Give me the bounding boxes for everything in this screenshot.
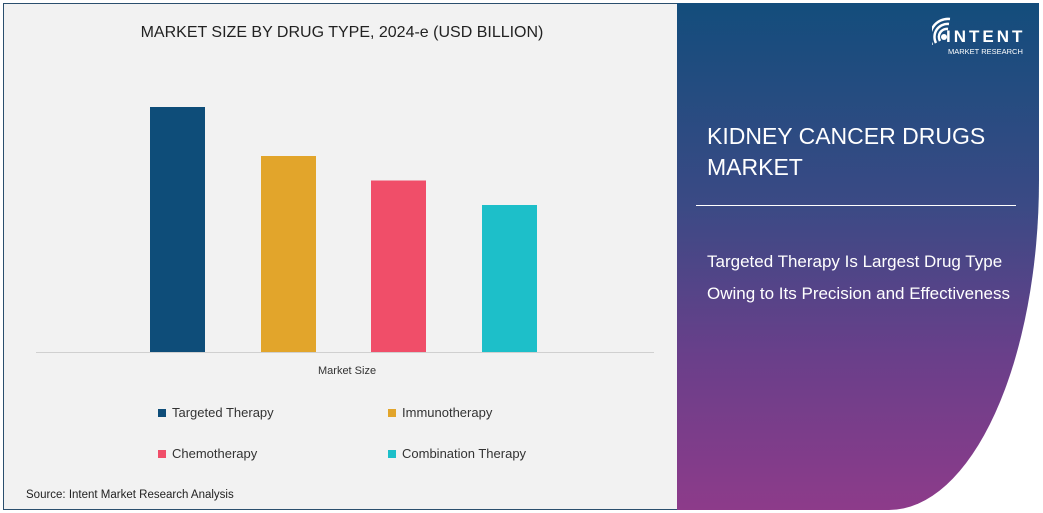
chart-panel: MARKET SIZE BY DRUG TYPE, 2024-e (USD BI…: [3, 3, 679, 510]
bar-combination-therapy: [482, 205, 537, 352]
market-insight: Targeted Therapy Is Largest Drug Type Ow…: [707, 252, 1011, 303]
legend-item-targeted-therapy: Targeted Therapy: [158, 405, 274, 420]
legend-item-chemotherapy: Chemotherapy: [158, 446, 257, 461]
source-note: Source: Intent Market Research Analysis: [26, 489, 234, 501]
info-panel: INTENT MARKET RESEARCH KIDNEY CANCER DRU…: [677, 3, 1039, 510]
legend-label: Combination Therapy: [402, 446, 527, 461]
legend-label: Immunotherapy: [402, 405, 493, 420]
legend-swatch: [388, 449, 396, 458]
legend-label: Targeted Therapy: [172, 405, 274, 420]
bar-chemotherapy: [371, 180, 426, 352]
market-title: KIDNEY CANCER DRUGS MARKET: [707, 123, 986, 180]
legend-swatch: [388, 408, 396, 417]
chart-title: MARKET SIZE BY DRUG TYPE, 2024-e (USD BI…: [140, 24, 544, 41]
logo-text: INTENT: [946, 27, 1026, 46]
bar-immunotherapy: [261, 156, 316, 352]
legend-item-combination-therapy: Combination Therapy: [388, 446, 526, 461]
signal-logo-icon: [932, 17, 951, 45]
legend-label: Chemotherapy: [172, 446, 258, 461]
bar-targeted-therapy: [150, 107, 205, 352]
logo-tagline: MARKET RESEARCH: [948, 47, 1023, 56]
legend-swatch: [158, 408, 166, 417]
divider: [696, 205, 1016, 206]
legend-item-immunotherapy: Immunotherapy: [388, 405, 492, 420]
bar-plot: [36, 107, 654, 353]
x-tick-label: Market Size: [318, 365, 377, 377]
legend-swatch: [158, 449, 166, 458]
